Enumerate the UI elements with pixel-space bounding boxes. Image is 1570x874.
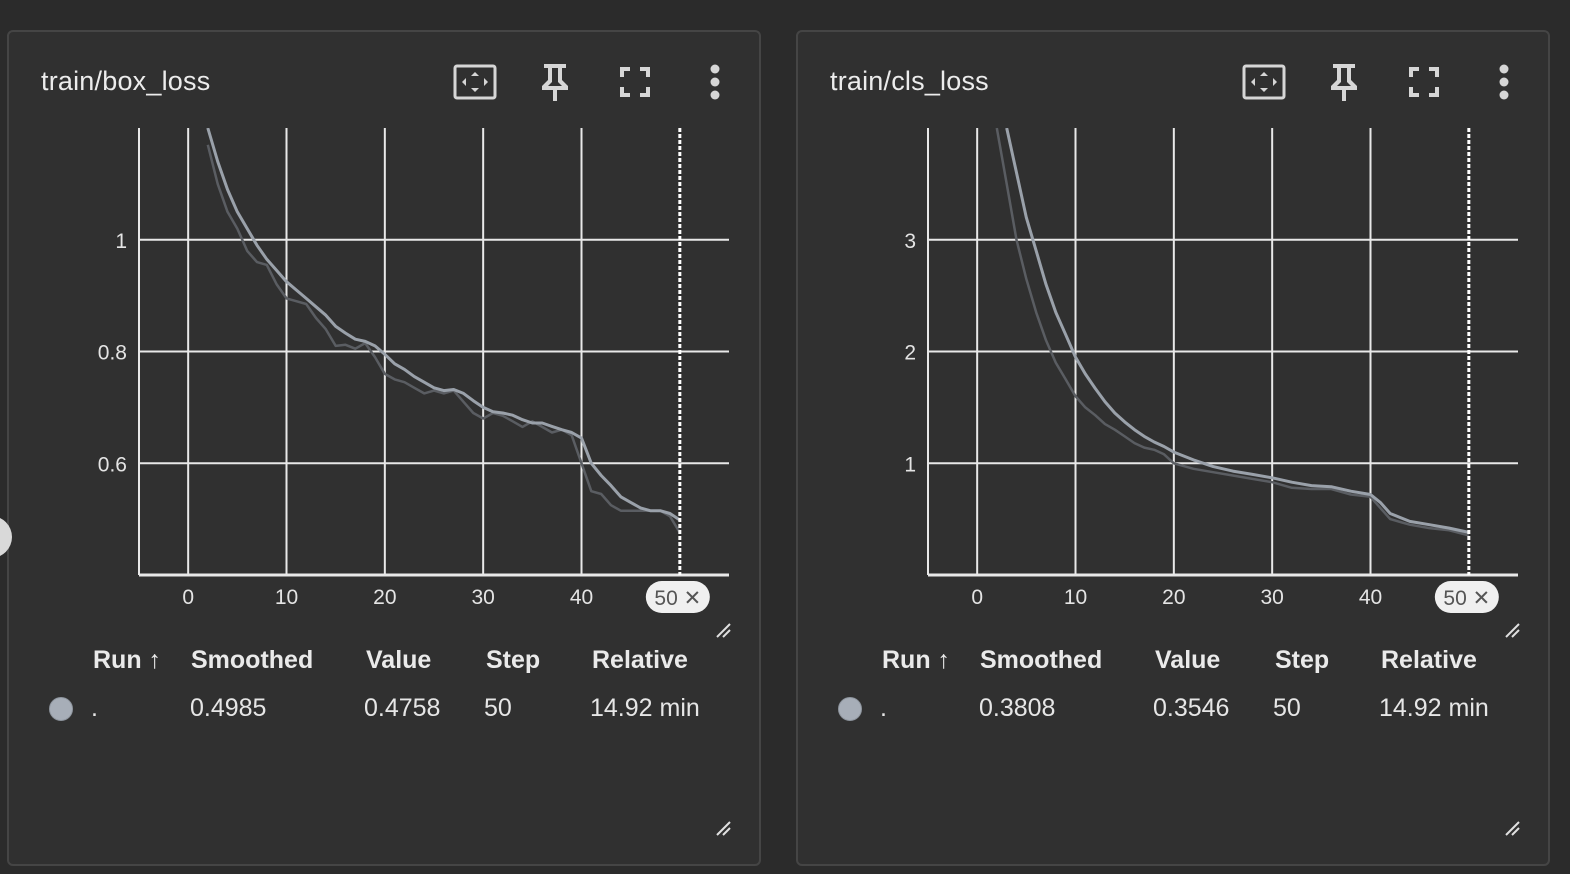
x-tick-label: 40: [1359, 586, 1382, 609]
resize-icon: [1505, 821, 1520, 836]
chart-resize-handle[interactable]: [715, 622, 731, 638]
y-tick-label: 1: [115, 230, 127, 253]
pin-icon: [542, 64, 568, 101]
x-tick-label: 20: [1162, 586, 1185, 609]
pin-button[interactable]: [1320, 58, 1368, 106]
fit-domain-icon: [453, 64, 497, 100]
fullscreen-button[interactable]: [611, 58, 659, 106]
x-tick-label: 10: [275, 586, 298, 609]
step-chip[interactable]: 50 ✕: [1434, 581, 1499, 613]
x-tick-label: 10: [1064, 586, 1087, 609]
sidebar-toggle-arrow[interactable]: [0, 516, 12, 558]
y-tick-label: 1: [904, 453, 916, 476]
header-relative[interactable]: Relative: [1381, 646, 1477, 674]
resize-icon: [1505, 623, 1520, 638]
step-chip-label: 50 ✕: [654, 587, 701, 610]
y-tick-label: 2: [904, 342, 916, 365]
resize-icon: [716, 623, 731, 638]
header-run[interactable]: Run ↑: [882, 646, 951, 674]
y-tick-label: 0.6: [98, 453, 127, 476]
raw-series-line: [206, 144, 681, 534]
line-chart[interactable]: 0.60.810 10 20 30 40 50 ✕: [9, 32, 763, 672]
fit-domain-button[interactable]: [1240, 58, 1288, 106]
cell-relative: 14.92 min: [1379, 694, 1489, 722]
card-title: train/cls_loss: [830, 66, 989, 96]
x-tick-label: 30: [1260, 586, 1283, 609]
cell-value: 0.3546: [1153, 694, 1230, 722]
cell-value: 0.4758: [364, 694, 441, 722]
chart-card-box-loss: train/box_loss 0.6 0.8 1 0 10 20 30 40 50 ✕ Run …: [7, 30, 761, 866]
run-color-dot: [49, 697, 73, 721]
card-resize-handle[interactable]: [715, 820, 731, 836]
header-value[interactable]: Value: [1155, 646, 1221, 674]
x-tick-label: 20: [373, 586, 396, 609]
chart-resize-handle[interactable]: [1504, 622, 1520, 638]
pin-icon: [1331, 64, 1357, 101]
more-vert-icon: [710, 64, 720, 100]
more-options-button[interactable]: [691, 58, 739, 106]
header-step[interactable]: Step: [1275, 646, 1330, 674]
smoothed-series-line: [1005, 128, 1470, 534]
header-step[interactable]: Step: [486, 646, 541, 674]
step-chip-label: 50 ✕: [1443, 587, 1490, 610]
cell-step: 50: [1273, 694, 1301, 722]
x-tick-label: 0: [971, 586, 983, 609]
smoothed-series-line: [206, 128, 681, 522]
cell-smoothed: 0.3808: [979, 694, 1056, 722]
pin-button[interactable]: [531, 58, 579, 106]
step-chip-background: [1434, 581, 1499, 613]
header-relative[interactable]: Relative: [592, 646, 688, 674]
cell-run: .: [91, 694, 98, 722]
resize-icon: [716, 821, 731, 836]
header-value[interactable]: Value: [366, 646, 432, 674]
fullscreen-button[interactable]: [1400, 58, 1448, 106]
cell-step: 50: [484, 694, 512, 722]
x-tick-label: 0: [182, 586, 194, 609]
step-chip-background: [645, 581, 710, 613]
fullscreen-icon: [620, 67, 650, 97]
raw-series-line: [995, 128, 1470, 537]
cell-smoothed: 0.4985: [190, 694, 267, 722]
cell-relative: 14.92 min: [590, 694, 700, 722]
run-color-dot: [838, 697, 862, 721]
x-tick-label: 40: [570, 586, 593, 609]
header-smoothed[interactable]: Smoothed: [980, 646, 1103, 674]
x-tick-label: 30: [471, 586, 494, 609]
header-smoothed[interactable]: Smoothed: [191, 646, 314, 674]
y-tick-label: 3: [904, 230, 916, 253]
fit-domain-icon: [1242, 64, 1286, 100]
header-run[interactable]: Run ↑: [93, 646, 162, 674]
chart-card-cls-loss: train/cls_loss 1 2 3 0 10 20 30 40 50 ✕ Run ↑ Sm…: [796, 30, 1550, 866]
cell-run: .: [880, 694, 887, 722]
more-vert-icon: [1499, 64, 1509, 100]
card-resize-handle[interactable]: [1504, 820, 1520, 836]
y-tick-label: 0.8: [98, 342, 127, 365]
fullscreen-icon: [1409, 67, 1439, 97]
more-options-button[interactable]: [1480, 58, 1528, 106]
fit-domain-button[interactable]: [451, 58, 499, 106]
card-title: train/box_loss: [41, 66, 211, 96]
step-chip[interactable]: 50 ✕: [645, 581, 710, 613]
